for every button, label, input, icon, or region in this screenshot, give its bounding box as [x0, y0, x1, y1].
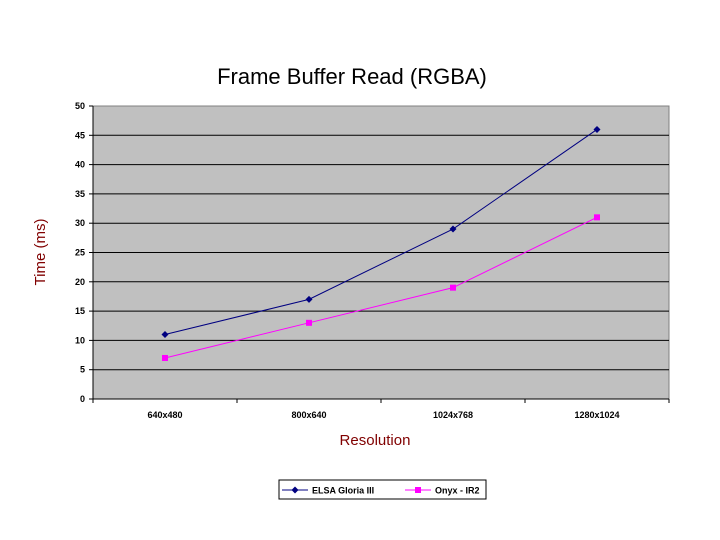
- x-tick-label: 640x480: [147, 410, 182, 420]
- series-line: [164, 129, 598, 336]
- y-tick-labels: 0 5 10 15 20 25 30 35 40 45 50: [75, 101, 85, 404]
- series: [162, 214, 600, 361]
- y-tick-label: 10: [75, 335, 85, 345]
- legend-label: Onyx - IR2: [435, 486, 480, 496]
- y-tick-label: 15: [75, 306, 85, 316]
- y-tick-label: 0: [80, 394, 85, 404]
- series: [161, 125, 601, 339]
- y-tick-label: 50: [75, 101, 85, 111]
- data-point: [594, 214, 600, 221]
- axes: [89, 105, 670, 403]
- data-point: [450, 284, 456, 291]
- legend-box: [278, 479, 487, 500]
- data-point: [415, 487, 421, 493]
- y-tick-label: 20: [75, 277, 85, 287]
- data-point: [161, 331, 169, 339]
- series-line: [164, 216, 598, 359]
- y-tick-label: 30: [75, 218, 85, 228]
- data-point: [291, 486, 299, 494]
- legend-label: ELSA Gloria III: [312, 486, 374, 496]
- legend: ELSA Gloria III Onyx - IR2: [278, 479, 487, 500]
- y-tick-label: 5: [80, 365, 85, 375]
- series-layer: [161, 125, 601, 361]
- y-tick-label: 45: [75, 130, 85, 140]
- data-point: [449, 225, 457, 233]
- data-point: [593, 125, 601, 133]
- data-point: [162, 354, 168, 361]
- y-axis-title: Time (ms): [32, 219, 49, 286]
- data-point: [306, 319, 312, 326]
- y-tick-label: 35: [75, 189, 85, 199]
- y-tick-label: 40: [75, 160, 85, 170]
- data-point: [305, 295, 313, 303]
- x-tick-labels: 640x480 800x640 1024x768 1280x1024: [147, 410, 619, 420]
- chart-title: Frame Buffer Read (RGBA): [217, 64, 487, 89]
- x-axis-title: Resolution: [340, 432, 411, 449]
- x-tick-label: 1280x1024: [574, 410, 619, 420]
- x-tick-label: 1024x768: [433, 410, 473, 420]
- x-tick-label: 800x640: [291, 410, 326, 420]
- gridlines: [93, 134, 669, 371]
- y-tick-label: 25: [75, 248, 85, 258]
